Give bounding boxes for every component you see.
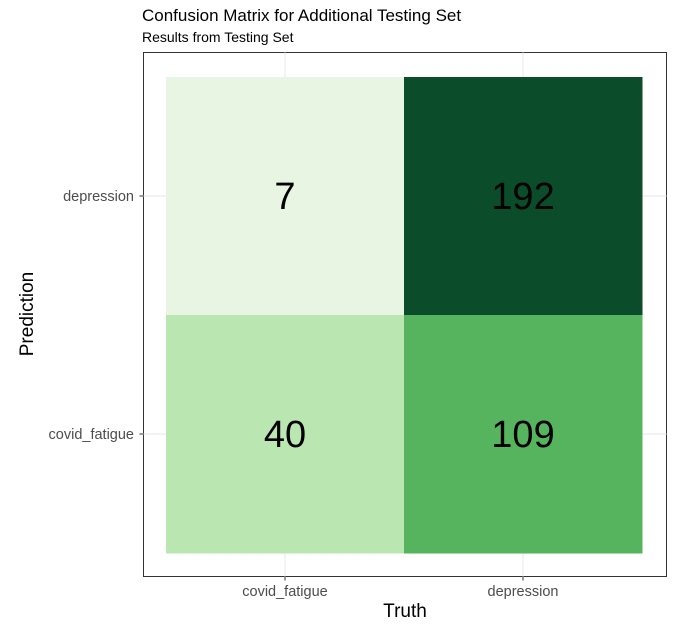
- heatmap-tile: [404, 77, 643, 316]
- cell-value-label: 40: [264, 414, 306, 456]
- cell-value-label: 7: [274, 176, 295, 218]
- heatmap-tile: [166, 315, 405, 554]
- y-axis-title: Prediction: [17, 272, 38, 357]
- heatmap-tile: [166, 77, 405, 316]
- x-axis-title: Truth: [383, 601, 427, 622]
- x-tick-label: covid_fatigue: [242, 584, 327, 600]
- y-tick-label: depression: [63, 189, 134, 205]
- heatmap-tiles: 7 192 40 109: [166, 77, 643, 554]
- y-tick-label: covid_fatigue: [49, 427, 134, 443]
- cell-value-label: 109: [491, 414, 554, 456]
- chart-title: Confusion Matrix for Additional Testing …: [142, 6, 461, 25]
- axis-ticks: covid_fatigue depressioncovid_fatiguedepr…: [49, 189, 559, 600]
- cell-value-label: 192: [491, 176, 554, 218]
- heatmap-tile: [404, 315, 643, 554]
- chart-subtitle: Results from Testing Set: [142, 29, 294, 45]
- x-tick-label: depression: [488, 584, 559, 600]
